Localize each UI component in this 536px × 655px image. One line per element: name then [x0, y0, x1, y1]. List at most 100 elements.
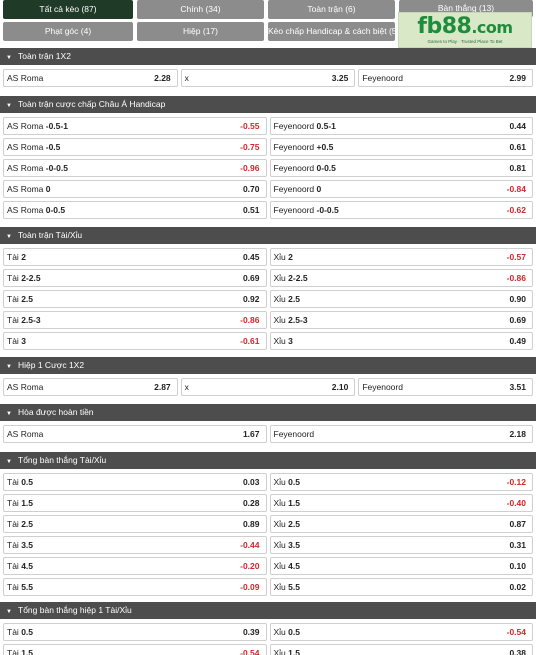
tab-all[interactable]: Tất cả kèo (87): [3, 0, 133, 19]
selection-label: Xỉu 2.5-3: [274, 312, 308, 328]
selection-name: Xỉu: [273, 252, 286, 262]
odds-cell[interactable]: Xỉu 1.5 0.38: [269, 644, 533, 655]
odds-cell[interactable]: Tài 5.5 -0.09: [3, 578, 267, 596]
odds-cell[interactable]: Xỉu 2.5 0.90: [269, 290, 533, 308]
collapse-caret-icon[interactable]: ▼: [6, 609, 12, 615]
selection-label: Tài 0.5: [7, 474, 33, 490]
section-title: Toàn trận 1X2: [18, 51, 71, 61]
odds-cell[interactable]: Feyenoord 2.18: [269, 425, 533, 443]
collapse-caret-icon[interactable]: ▼: [6, 234, 12, 240]
odds-value: 2.87: [154, 382, 171, 392]
section-title: Tổng bàn thắng hiệp 1 Tài/Xỉu: [18, 605, 132, 615]
odds-cell[interactable]: Xỉu 0.5 -0.54: [269, 623, 533, 641]
odds-cell[interactable]: Tài 1.5 0.28: [3, 494, 267, 512]
odds-cell[interactable]: Xỉu 4.5 0.10: [269, 557, 533, 575]
tab-handicap[interactable]: Kèo chấp Handicap & cách biệt (5): [268, 22, 395, 41]
odds-cell[interactable]: Tài 2.5-3 -0.86: [3, 311, 267, 329]
odds-cell[interactable]: Tài 2-2.5 0.69: [3, 269, 267, 287]
odds-value: 1.67: [242, 429, 260, 439]
odds-cell[interactable]: Tài 4.5 -0.20: [3, 557, 267, 575]
odds-cell[interactable]: Tài 3 -0.61: [3, 332, 267, 350]
odds-cell[interactable]: Xỉu 0.5 -0.12: [269, 473, 533, 491]
section-header[interactable]: ▼ Toàn trận Tài/Xỉu: [0, 227, 536, 244]
odds-cell[interactable]: Tài 2.5 0.89: [3, 515, 267, 533]
odds-value: -0.86: [506, 273, 526, 283]
odds-cell[interactable]: Xỉu 2.5-3 0.69: [269, 311, 533, 329]
odds-cell[interactable]: Feyenoord 0.5-1 0.44: [269, 117, 533, 135]
odds-cell[interactable]: AS Roma -0.5 -0.75: [3, 138, 267, 156]
collapse-caret-icon[interactable]: ▼: [6, 364, 12, 370]
odds-cell[interactable]: AS Roma 2.28: [3, 69, 178, 87]
tab-full-match[interactable]: Toàn trận (6): [268, 0, 395, 19]
handicap-line: 3.5: [288, 540, 300, 550]
collapse-caret-icon[interactable]: ▼: [6, 103, 12, 109]
tab-half[interactable]: Hiệp (17): [137, 22, 264, 41]
odds-cell[interactable]: AS Roma 0-0.5 0.51: [3, 201, 267, 219]
odds-cell[interactable]: Tài 2.5 0.92: [3, 290, 267, 308]
odds-cell[interactable]: Feyenoord +0.5 0.61: [269, 138, 533, 156]
section-header[interactable]: ▼ Hiệp 1 Cược 1X2: [0, 357, 536, 374]
odds-cell[interactable]: Xỉu 2 -0.57: [269, 248, 533, 266]
selection-name: Xỉu: [273, 582, 286, 592]
odds-cell[interactable]: Tài 0.5 0.39: [3, 623, 267, 641]
handicap-line: 2.5: [288, 294, 300, 304]
odds-cell[interactable]: Xỉu 5.5 0.02: [269, 578, 533, 596]
selection-name: Xỉu: [273, 627, 286, 637]
odds-cell[interactable]: AS Roma 1.67: [3, 425, 267, 443]
handicap-line: 2: [21, 252, 26, 262]
odds-cell[interactable]: AS Roma 2.87: [3, 378, 178, 396]
section-header[interactable]: ▼ Hòa được hoàn tiền: [0, 404, 536, 421]
odds-cell[interactable]: AS Roma -0.5-1 -0.55: [3, 117, 267, 135]
tab-main[interactable]: Chính (34): [137, 0, 264, 19]
collapse-caret-icon[interactable]: ▼: [6, 411, 12, 417]
section-title: Toàn trận cược chấp Châu Á Handicap: [18, 99, 166, 109]
selection-label: AS Roma -0-0.5: [7, 160, 68, 176]
section-header[interactable]: ▼ Toàn trận 1X2: [0, 48, 536, 65]
handicap-line: 1.5: [288, 498, 300, 508]
selection-label: Tài 3: [7, 333, 26, 349]
odds-cell[interactable]: AS Roma -0-0.5 -0.96: [3, 159, 267, 177]
odds-cell[interactable]: Xỉu 3 0.49: [269, 332, 533, 350]
odds-cell[interactable]: Tài 0.5 0.03: [3, 473, 267, 491]
handicap-line: 0-0.5: [45, 205, 66, 215]
odds-cell[interactable]: Feyenoord 3.51: [358, 378, 533, 396]
odds-value: -0.44: [240, 540, 260, 550]
handicap-line: 3: [21, 336, 26, 346]
odds-value: 0.87: [509, 519, 526, 529]
odds-cell[interactable]: x 3.25: [180, 69, 356, 87]
selection-label: AS Roma: [7, 426, 43, 442]
odds-cell[interactable]: Feyenoord 0 -0.84: [269, 180, 533, 198]
section-header[interactable]: ▼ Tổng bàn thắng hiệp 1 Tài/Xỉu: [0, 602, 536, 619]
odds-cell[interactable]: AS Roma 0 0.70: [3, 180, 267, 198]
section-header[interactable]: ▼ Tổng bàn thắng Tài/Xỉu: [0, 452, 536, 469]
odds-cell[interactable]: Tài 2 0.45: [3, 248, 267, 266]
selection-label: Xỉu 0.5: [274, 474, 301, 490]
selection-name: AS Roma: [7, 429, 44, 439]
odds-value: 0.39: [242, 627, 260, 637]
selection-name: AS Roma: [7, 142, 44, 152]
odds-value: 0.70: [242, 184, 260, 194]
odds-cell[interactable]: Tài 3.5 -0.44: [3, 536, 267, 554]
odds-cell[interactable]: Xỉu 2.5 0.87: [269, 515, 533, 533]
collapse-caret-icon[interactable]: ▼: [6, 55, 12, 61]
selection-label: x: [185, 379, 189, 395]
odds-cell[interactable]: Xỉu 1.5 -0.40: [269, 494, 533, 512]
selection-name: AS Roma: [7, 121, 44, 131]
odds-value: 2.28: [154, 73, 171, 83]
odds-cell[interactable]: Feyenoord 0-0.5 0.81: [269, 159, 533, 177]
handicap-line: 0.5: [21, 477, 34, 487]
tab-corners[interactable]: Phạt góc (4): [3, 22, 133, 41]
collapse-caret-icon[interactable]: ▼: [6, 459, 12, 465]
odds-cell[interactable]: Feyenoord 2.99: [358, 69, 533, 87]
odds-cell[interactable]: Feyenoord -0-0.5 -0.62: [269, 201, 533, 219]
selection-label: Feyenoord: [274, 426, 315, 442]
handicap-line: 0.5-1: [316, 121, 336, 131]
section-header[interactable]: ▼ Toàn trận cược chấp Châu Á Handicap: [0, 96, 536, 113]
odds-cell[interactable]: Xỉu 2-2.5 -0.86: [269, 269, 533, 287]
odds-cell[interactable]: Xỉu 3.5 0.31: [269, 536, 533, 554]
odds-cell[interactable]: x 2.10: [180, 378, 356, 396]
handicap-line: 0: [45, 184, 51, 194]
selection-name: AS Roma: [7, 205, 44, 215]
odds-cell[interactable]: Tài 1.5 -0.54: [3, 644, 267, 655]
selection-name: Tài: [7, 648, 19, 655]
